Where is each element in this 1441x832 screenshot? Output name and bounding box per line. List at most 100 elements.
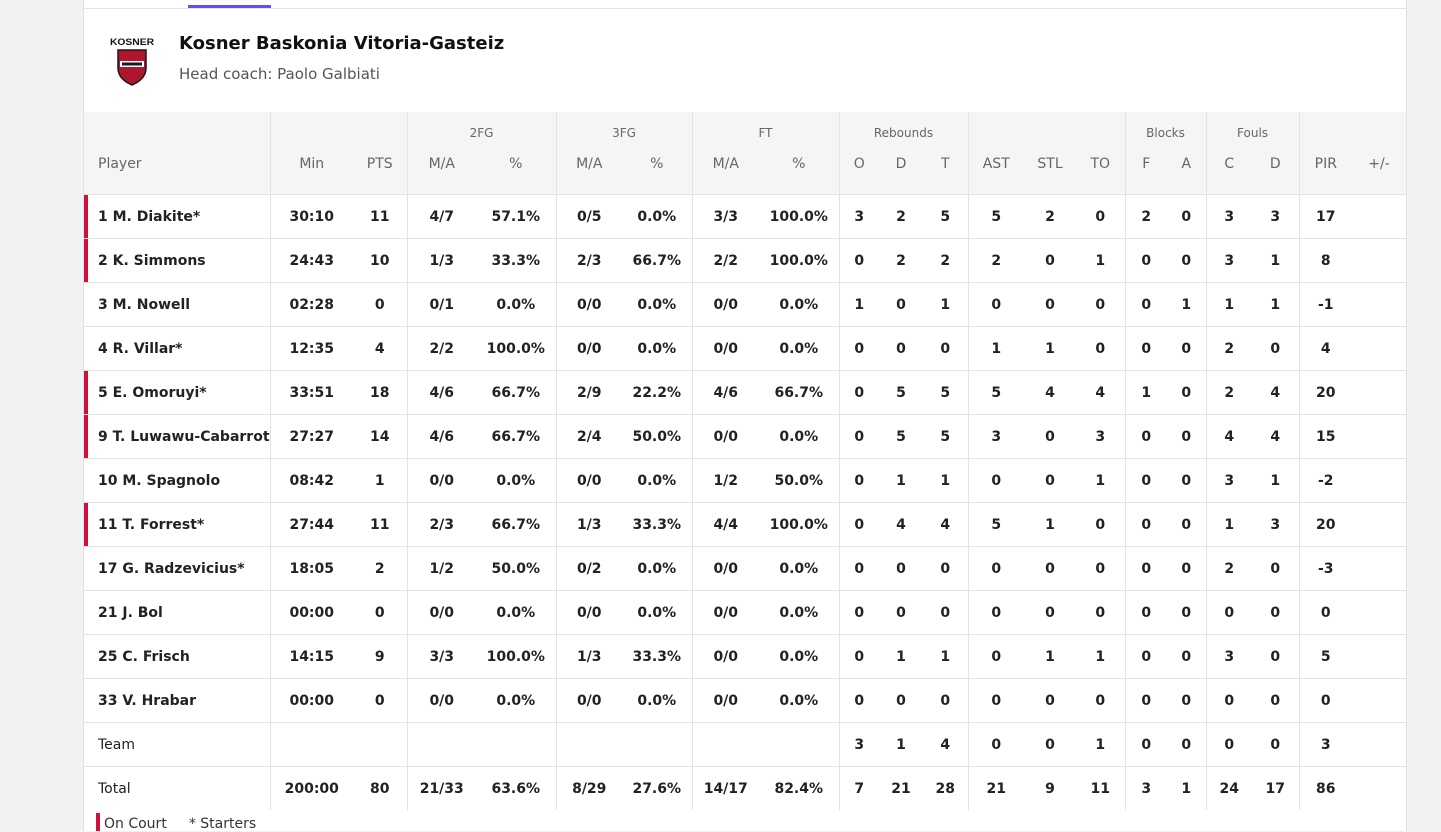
player-name: 3 M. Nowell (84, 282, 270, 327)
player-name: 33 V. Hrabar (84, 678, 270, 723)
col-header: D (879, 150, 923, 195)
stat-reb-t: 0 (923, 590, 968, 635)
stat-reb-o: 0 (838, 502, 879, 547)
stat-ft-pct: 66.7% (759, 370, 839, 415)
stat-reb-d: 0 (879, 590, 923, 635)
stat-pts: 18 (353, 370, 407, 415)
col-header: PIR (1298, 150, 1353, 195)
player-row: 1 M. Diakite* 30:10 11 4/7 57.1% 0/5 0.0% 3/3 10… (84, 194, 1407, 239)
stat-blk-f: 0 (1124, 458, 1168, 503)
stat-fg3-pct: 0.0% (622, 546, 692, 591)
stat-foul-d: 3 (1252, 194, 1300, 239)
stat-reb-o: 0 (838, 238, 879, 283)
group-2fg: 2FG (406, 112, 556, 150)
stat-pir: 86 (1298, 766, 1353, 810)
stat-fg2-ma: 3/3 (406, 634, 476, 679)
stat-reb-d: 0 (879, 678, 923, 723)
stat-ft-pct: 0.0% (759, 678, 839, 723)
stat-foul-d: 1 (1252, 458, 1300, 503)
stat-fg2-ma: 0/0 (406, 458, 476, 503)
stat-pts: 0 (353, 678, 407, 723)
stat-pir: -1 (1298, 282, 1353, 327)
stat-foul-c: 1 (1205, 502, 1253, 547)
stat-reb-t: 1 (923, 458, 968, 503)
stat-fg2-ma: 1/2 (406, 546, 476, 591)
stat-pm (1352, 722, 1407, 767)
stat-reb-d: 1 (879, 722, 923, 767)
stat-min: 33:51 (269, 370, 353, 415)
player-row: 21 J. Bol 00:00 0 0/0 0.0% 0/0 0.0% 0/0 0.0% 0 0 0 0… (84, 590, 1407, 635)
stat-fg3-ma: 2/4 (555, 414, 622, 459)
col-header: AST (967, 150, 1024, 195)
stat-foul-d: 0 (1252, 678, 1300, 723)
stat-reb-o: 3 (838, 194, 879, 239)
stat-pm (1352, 326, 1407, 371)
group-ft: FT (691, 112, 839, 150)
stat-blk-a: 1 (1167, 766, 1207, 810)
stat-ft-ma: 0/0 (691, 546, 759, 591)
legend-starters: * Starters (188, 816, 257, 832)
col-header: Min (269, 150, 353, 195)
stat-reb-t: 0 (923, 326, 968, 371)
stat-blk-a: 0 (1167, 678, 1207, 723)
player-name: 17 G. Radzevicius* (84, 546, 270, 591)
stat-blk-f: 0 (1124, 678, 1168, 723)
stat-blk-f: 0 (1124, 590, 1168, 635)
stat-ft-ma: 4/4 (691, 502, 759, 547)
stat-pir: 20 (1298, 502, 1353, 547)
stat-ast: 5 (967, 194, 1024, 239)
stat-blk-f: 0 (1124, 546, 1168, 591)
col-header: O (838, 150, 879, 195)
player-row: 3 M. Nowell 02:28 0 0/1 0.0% 0/0 0.0% 0/0 0.0% 1 0… (84, 282, 1407, 327)
col-header: PTS (353, 150, 407, 195)
stat-foul-c: 0 (1205, 590, 1253, 635)
stat-stl: 0 (1024, 590, 1076, 635)
stat-reb-t: 4 (923, 502, 968, 547)
stat-fg3-pct: 0.0% (622, 194, 692, 239)
stat-min: 08:42 (269, 458, 353, 503)
stat-pts (353, 722, 407, 767)
stat-reb-o: 0 (838, 370, 879, 415)
on-court-marker (96, 813, 100, 831)
stat-blk-f: 0 (1124, 634, 1168, 679)
stat-foul-c: 4 (1205, 414, 1253, 459)
stat-ast: 0 (967, 458, 1024, 503)
stat-fg3-pct: 66.7% (622, 238, 692, 283)
stat-ast: 0 (967, 590, 1024, 635)
stat-reb-t: 28 (923, 766, 968, 810)
stat-reb-d: 0 (879, 326, 923, 371)
stat-fg3-pct: 0.0% (622, 590, 692, 635)
stat-pm (1352, 282, 1407, 327)
stat-ft-ma: 1/2 (691, 458, 759, 503)
stat-ft-ma (691, 722, 759, 767)
player-name: Total (84, 766, 270, 810)
stat-ft-pct: 100.0% (759, 502, 839, 547)
stat-ast: 2 (967, 238, 1024, 283)
stat-fg3-ma: 0/5 (555, 194, 622, 239)
stat-pir: 4 (1298, 326, 1353, 371)
stat-fg2-pct: 0.0% (476, 678, 556, 723)
stat-fg2-pct (476, 722, 556, 767)
stat-reb-o: 0 (838, 590, 879, 635)
active-tab-indicator (188, 5, 271, 8)
player-row: 5 E. Omoruyi* 33:51 18 4/6 66.7% 2/9 22.2% 4/6 6… (84, 370, 1407, 415)
stat-pts: 14 (353, 414, 407, 459)
stat-to: 0 (1076, 326, 1126, 371)
stat-ft-pct: 82.4% (759, 766, 839, 810)
player-row: 33 V. Hrabar 00:00 0 0/0 0.0% 0/0 0.0% 0/0 0.0% 0… (84, 678, 1407, 723)
stat-reb-d: 2 (879, 238, 923, 283)
stat-reb-d: 1 (879, 634, 923, 679)
stat-fg3-pct: 0.0% (622, 458, 692, 503)
player-name: 25 C. Frisch (84, 634, 270, 679)
stat-ast: 3 (967, 414, 1024, 459)
stat-foul-d: 0 (1252, 722, 1300, 767)
boxscore-panel: KOSNER Kosner Baskonia Vitoria-Gasteiz H… (83, 0, 1407, 832)
stat-ft-pct: 0.0% (759, 590, 839, 635)
stat-pir: 20 (1298, 370, 1353, 415)
stat-pir: -2 (1298, 458, 1353, 503)
stat-foul-d: 3 (1252, 502, 1300, 547)
stat-fg2-pct: 0.0% (476, 282, 556, 327)
stat-stl: 4 (1024, 370, 1076, 415)
stat-reb-t: 1 (923, 282, 968, 327)
stat-fg2-pct: 100.0% (476, 326, 556, 371)
